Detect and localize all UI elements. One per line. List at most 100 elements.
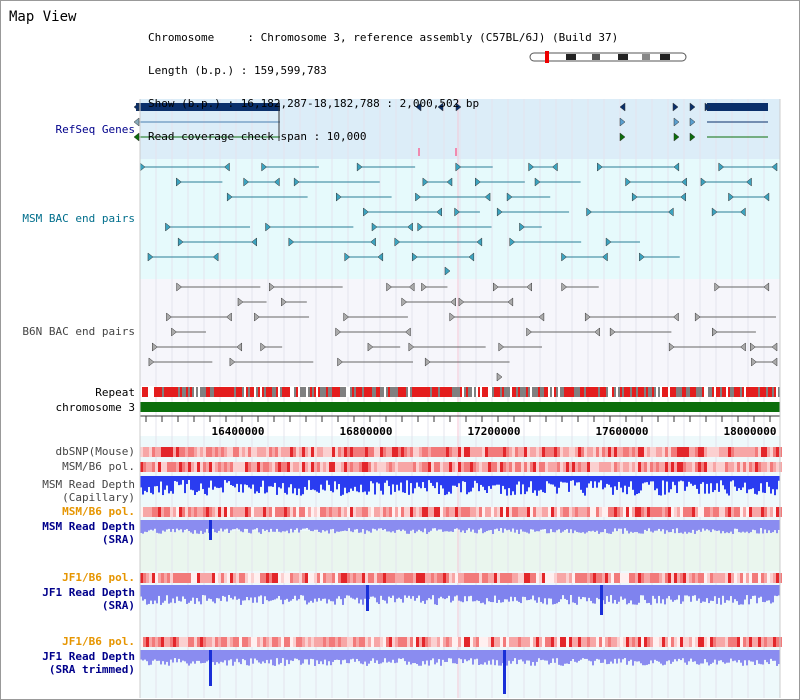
jf1-sra-depth-bar bbox=[768, 585, 770, 601]
polymorphism-cell bbox=[566, 507, 569, 517]
polymorphism-cell bbox=[578, 637, 581, 647]
track-label-msm-depth-capillary[interactable]: MSM Read Depth (Capillary) bbox=[42, 478, 135, 504]
msm-bac-pair-end bbox=[407, 222, 413, 232]
jf1-sra-depth-bar bbox=[396, 585, 398, 599]
polymorphism-cell bbox=[302, 507, 305, 517]
track-label-jf1-b6-pol[interactable]: JF1/B6 pol. bbox=[62, 571, 135, 584]
polymorphism-cell bbox=[143, 573, 146, 583]
msm-capillary-depth-bar bbox=[514, 476, 516, 495]
polymorphism-cell bbox=[689, 637, 692, 647]
repeat-segment bbox=[310, 387, 312, 397]
polymorphism-cell bbox=[500, 462, 503, 472]
polymorphism-cell bbox=[287, 637, 290, 647]
jf1-sra-depth-bar bbox=[744, 585, 746, 600]
track-label-msm-b6-pol[interactable]: MSM/B6 pol. bbox=[62, 460, 135, 473]
jf1-trimmed-depth-bar bbox=[428, 650, 430, 666]
polymorphism-cell bbox=[638, 507, 641, 517]
msm-capillary-depth-bar bbox=[148, 476, 150, 488]
msm-sra-depth-bar bbox=[360, 520, 362, 533]
msm-capillary-depth-bar bbox=[496, 476, 498, 485]
msm-sra-depth-bar bbox=[312, 520, 314, 532]
msm-sra-depth-bar bbox=[344, 520, 346, 531]
track-label-repeat[interactable]: Repeat bbox=[95, 386, 135, 399]
polymorphism-cell bbox=[575, 507, 578, 517]
track-label-msm-depth-sra[interactable]: MSM Read Depth (SRA) bbox=[42, 520, 135, 546]
polymorphism-cell bbox=[569, 447, 572, 457]
jf1-sra-depth-bar bbox=[624, 585, 626, 599]
track-label-jf1-b6-pol-2[interactable]: JF1/B6 pol. bbox=[62, 635, 135, 648]
polymorphism-cell bbox=[152, 507, 155, 517]
msm-sra-depth-bar bbox=[480, 520, 482, 529]
msm-sra-depth-bar bbox=[420, 520, 422, 532]
repeat-segment bbox=[598, 387, 600, 397]
polymorphism-cell bbox=[296, 637, 299, 647]
msm-capillary-depth-bar bbox=[464, 476, 466, 482]
msm-sra-depth-bar bbox=[660, 520, 662, 532]
polymorphism-cell bbox=[272, 637, 275, 647]
repeat-segment bbox=[586, 387, 588, 397]
jf1-trimmed-depth-bar bbox=[230, 650, 232, 660]
track-label-dbsnp[interactable]: dbSNP(Mouse) bbox=[55, 445, 135, 458]
track-label-refseq-genes[interactable]: RefSeq Genes bbox=[55, 123, 135, 136]
msm-capillary-depth-bar bbox=[624, 476, 626, 486]
jf1-trimmed-depth-bar bbox=[188, 650, 190, 666]
polymorphism-cell bbox=[620, 507, 623, 517]
polymorphism-cell bbox=[449, 637, 452, 647]
polymorphism-cell bbox=[344, 573, 347, 583]
msm-sra-depth-bar bbox=[170, 520, 172, 532]
polymorphism-cell bbox=[533, 573, 536, 583]
polymorphism-cell bbox=[221, 462, 224, 472]
repeat-segment bbox=[554, 387, 556, 397]
polymorphism-cell bbox=[446, 573, 449, 583]
polymorphism-cell bbox=[560, 507, 563, 517]
polymorphism-cell bbox=[617, 507, 620, 517]
msm-capillary-depth-bar bbox=[320, 476, 322, 485]
track-label-msm-b6-pol-2[interactable]: MSM/B6 pol. bbox=[62, 505, 135, 518]
track-label-msm-bac[interactable]: MSM BAC end pairs bbox=[22, 212, 135, 225]
polymorphism-cell bbox=[428, 507, 431, 517]
repeat-segment bbox=[208, 387, 210, 397]
polymorphism-cell bbox=[458, 573, 461, 583]
jf1-sra-depth-bar bbox=[260, 585, 262, 596]
msm-sra-depth-bar bbox=[494, 520, 496, 530]
msm-sra-depth-bar bbox=[726, 520, 728, 533]
polymorphism-cell bbox=[227, 573, 230, 583]
polymorphism-cell bbox=[656, 507, 659, 517]
track-label-jf1-depth-sra[interactable]: JF1 Read Depth (SRA) bbox=[42, 586, 135, 612]
msm-sra-depth-bar bbox=[740, 520, 742, 533]
jf1-sra-depth-bar bbox=[402, 585, 404, 603]
track-label-jf1-depth-trimmed[interactable]: JF1 Read Depth (SRA trimmed) bbox=[42, 650, 135, 676]
polymorphism-cell bbox=[284, 637, 287, 647]
repeat-segment bbox=[162, 387, 164, 397]
polymorphism-cell bbox=[539, 573, 542, 583]
polymorphism-cell bbox=[359, 637, 362, 647]
polymorphism-cell bbox=[293, 573, 296, 583]
jf1-sra-depth-bar bbox=[264, 585, 266, 597]
jf1-trimmed-depth-bar bbox=[344, 650, 346, 660]
msm-sra-depth-bar bbox=[534, 520, 536, 532]
jf1-trimmed-depth-bar bbox=[200, 650, 202, 664]
jf1-trimmed-depth-bar bbox=[642, 650, 644, 666]
repeat-segment bbox=[230, 387, 232, 397]
repeat-segment bbox=[506, 387, 508, 397]
track-label-chromosome[interactable]: chromosome 3 bbox=[55, 401, 135, 414]
polymorphism-cell bbox=[770, 447, 773, 457]
polymorphism-cell bbox=[428, 573, 431, 583]
msm-sra-depth-bar bbox=[426, 520, 428, 534]
msm-capillary-depth-bar bbox=[566, 476, 568, 483]
polymorphism-cell bbox=[518, 507, 521, 517]
b6n-bac-pair-end bbox=[498, 342, 505, 352]
msm-capillary-depth-bar bbox=[698, 476, 700, 494]
msm-bac-pair-end bbox=[506, 192, 513, 202]
jf1-trimmed-depth-bar bbox=[222, 650, 224, 663]
jf1-trimmed-depth-bar bbox=[240, 650, 242, 665]
track-label-b6n-bac[interactable]: B6N BAC end pairs bbox=[22, 325, 135, 338]
polymorphism-cell bbox=[719, 507, 722, 517]
msm-bac-pair-end bbox=[288, 237, 295, 247]
msm-sra-depth-bar bbox=[280, 520, 282, 533]
b6n-bac-pair-end bbox=[507, 297, 514, 307]
polymorphism-cell bbox=[476, 637, 479, 647]
polymorphism-cell bbox=[254, 447, 257, 457]
polymorphism-cell bbox=[671, 507, 674, 517]
